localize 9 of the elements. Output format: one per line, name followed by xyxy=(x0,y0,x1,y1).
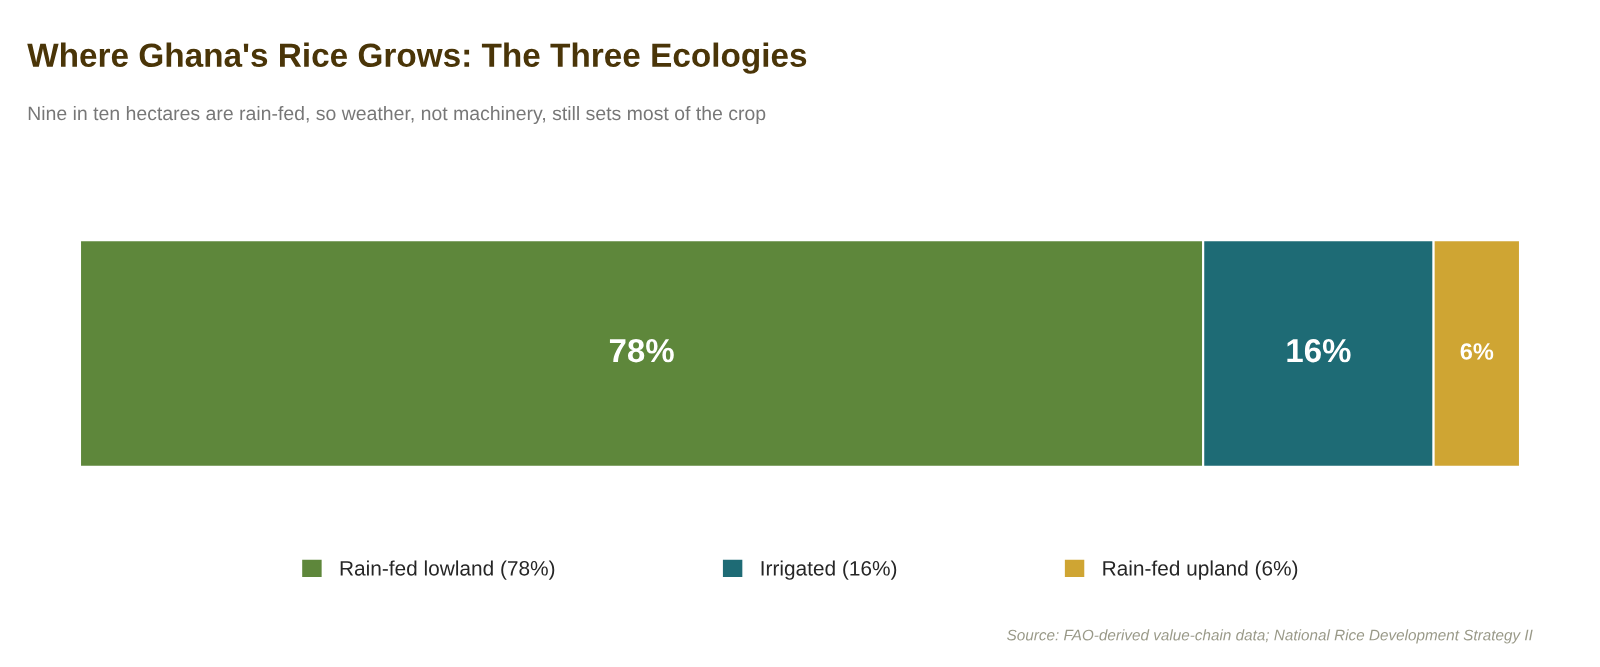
legend-label: Irrigated (16%) xyxy=(761,560,897,580)
legend-label: Rain-fed upland (6%) xyxy=(1103,560,1298,580)
data-label: 78% xyxy=(609,338,674,363)
data-label: 16% xyxy=(1287,338,1351,363)
legend-label: Rain-fed lowland (78%) xyxy=(340,560,555,580)
chart-title: Where Ghana's Rice Grows: The Three Ecologies xyxy=(27,42,807,74)
chart-subtitle: Nine in ten hectares are rain-fed, so weather, not machinery, still sets most of the crop xyxy=(28,105,766,125)
source-note: Source: FAO-derived value-chain data; National Rice Development Strategy II xyxy=(1007,629,1533,644)
data-label: 6% xyxy=(1460,343,1494,360)
